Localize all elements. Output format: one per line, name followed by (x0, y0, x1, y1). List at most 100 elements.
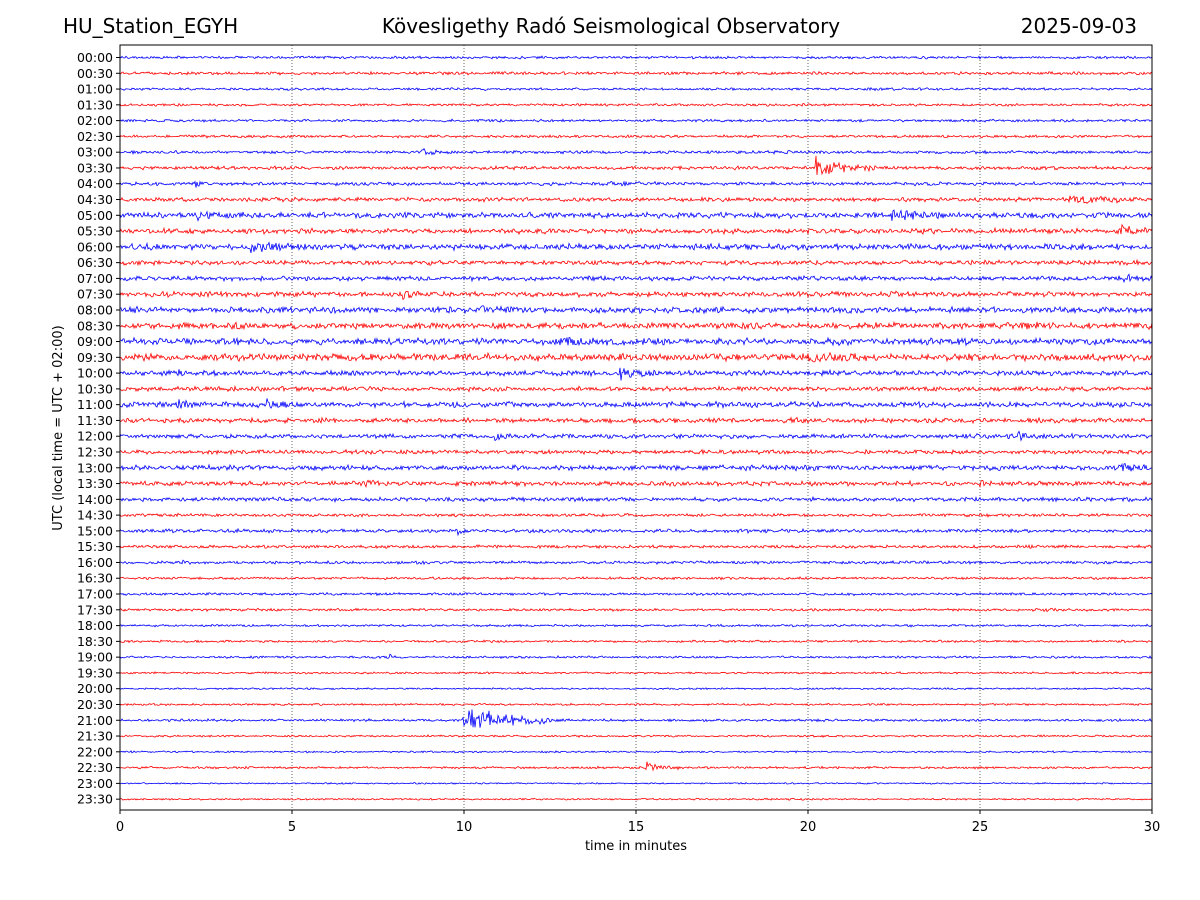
y-tick-label: 03:00 (77, 145, 113, 160)
trace-line (119, 430, 1153, 442)
x-axis: 0 5 10 15 20 25 30 (116, 810, 1160, 835)
y-tick-label: 04:00 (77, 176, 113, 191)
y-tick-label: 03:30 (77, 160, 113, 175)
trace-line (119, 102, 1153, 108)
y-tick-label: 10:30 (77, 381, 113, 396)
x-tick-label: 30 (1144, 820, 1161, 835)
y-tick-label: 00:30 (77, 66, 113, 81)
trace-line (119, 543, 1153, 550)
y-tick-label: 23:00 (77, 776, 113, 791)
trace-line (119, 495, 1153, 503)
y-tick-label: 01:30 (77, 97, 113, 112)
trace-line (119, 351, 1153, 363)
y-tick-label: 10:00 (77, 366, 113, 381)
trace-line (119, 290, 1153, 301)
y-tick-label: 08:00 (77, 302, 113, 317)
trace-line (119, 781, 1153, 785)
trace-line (119, 623, 1153, 628)
trace-line (119, 385, 1153, 393)
trace-line (119, 305, 1153, 315)
y-tick-label: 19:30 (77, 665, 113, 680)
x-tick-label: 25 (972, 820, 989, 835)
trace-line (119, 671, 1153, 675)
y-axis: 00:0000:3001:0001:3002:0002:3003:0003:30… (77, 50, 120, 807)
y-tick-label: 11:30 (77, 413, 113, 428)
y-tick-label: 06:00 (77, 239, 113, 254)
y-tick-label: 01:00 (77, 82, 113, 97)
y-tick-label: 20:30 (77, 697, 113, 712)
x-tick-label: 0 (116, 820, 124, 835)
trace-line (119, 591, 1153, 597)
x-tick-label: 5 (288, 820, 296, 835)
y-tick-label: 06:30 (77, 255, 113, 270)
trace-line (119, 462, 1153, 472)
y-tick-label: 17:30 (77, 602, 113, 617)
trace-line (119, 702, 1153, 707)
y-tick-label: 21:30 (77, 729, 113, 744)
trace-line (119, 241, 1153, 254)
trace-line (119, 336, 1153, 347)
trace-line (119, 734, 1153, 738)
y-tick-label: 02:30 (77, 129, 113, 144)
y-tick-label: 15:00 (77, 523, 113, 538)
trace-line (119, 258, 1153, 267)
trace-line (119, 155, 1153, 176)
trace-line (119, 448, 1153, 456)
trace-line (119, 479, 1153, 489)
trace-line (119, 147, 1153, 156)
trace-line (119, 70, 1153, 76)
y-tick-label: 14:30 (77, 508, 113, 523)
trace-line (119, 209, 1153, 222)
y-tick-label: 14:00 (77, 492, 113, 507)
station-name: HU_Station_EGYH (63, 14, 239, 38)
y-tick-label: 16:30 (77, 571, 113, 586)
trace-line (119, 639, 1153, 644)
y-tick-label: 09:00 (77, 334, 113, 349)
trace-line (119, 273, 1153, 284)
x-tick-label: 10 (456, 820, 473, 835)
y-tick-label: 23:30 (77, 792, 113, 807)
chart-title: Kövesligethy Radó Seismological Observat… (381, 14, 841, 38)
y-tick-label: 19:00 (77, 650, 113, 665)
y-tick-label: 07:00 (77, 271, 113, 286)
trace-line (119, 576, 1153, 581)
trace-line (119, 653, 1153, 660)
trace-line (119, 223, 1153, 236)
trace-line (119, 134, 1153, 139)
y-tick-label: 22:30 (77, 760, 113, 775)
x-tick-label: 20 (800, 820, 817, 835)
trace-line (119, 761, 1153, 772)
trace-line (119, 55, 1153, 60)
x-tick-label: 15 (628, 820, 645, 835)
trace-line (119, 687, 1153, 691)
trace-line (119, 527, 1153, 537)
y-axis-label: UTC (local time = UTC + 02:00) (51, 325, 66, 530)
trace-line (119, 118, 1153, 123)
y-tick-label: 18:00 (77, 618, 113, 633)
y-tick-label: 11:00 (77, 397, 113, 412)
plot-date: 2025-09-03 (1020, 14, 1137, 38)
trace-line (119, 607, 1153, 613)
trace-line (119, 709, 1153, 728)
trace-line (119, 797, 1153, 801)
trace-line (119, 750, 1153, 754)
y-tick-label: 13:30 (77, 476, 113, 491)
y-tick-label: 05:00 (77, 208, 113, 223)
trace-line (119, 512, 1153, 518)
trace-line (119, 559, 1153, 566)
trace-line (119, 398, 1153, 410)
y-tick-label: 18:30 (77, 634, 113, 649)
trace-line (119, 195, 1153, 204)
y-tick-label: 12:00 (77, 429, 113, 444)
vertical-grid (291, 45, 981, 810)
y-tick-label: 12:30 (77, 445, 113, 460)
y-tick-label: 05:30 (77, 224, 113, 239)
trace-line (119, 416, 1153, 425)
y-tick-label: 04:30 (77, 192, 113, 207)
y-tick-label: 00:00 (77, 50, 113, 65)
y-tick-label: 08:30 (77, 318, 113, 333)
y-tick-label: 07:30 (77, 287, 113, 302)
y-tick-label: 15:30 (77, 539, 113, 554)
trace-line (119, 86, 1153, 92)
